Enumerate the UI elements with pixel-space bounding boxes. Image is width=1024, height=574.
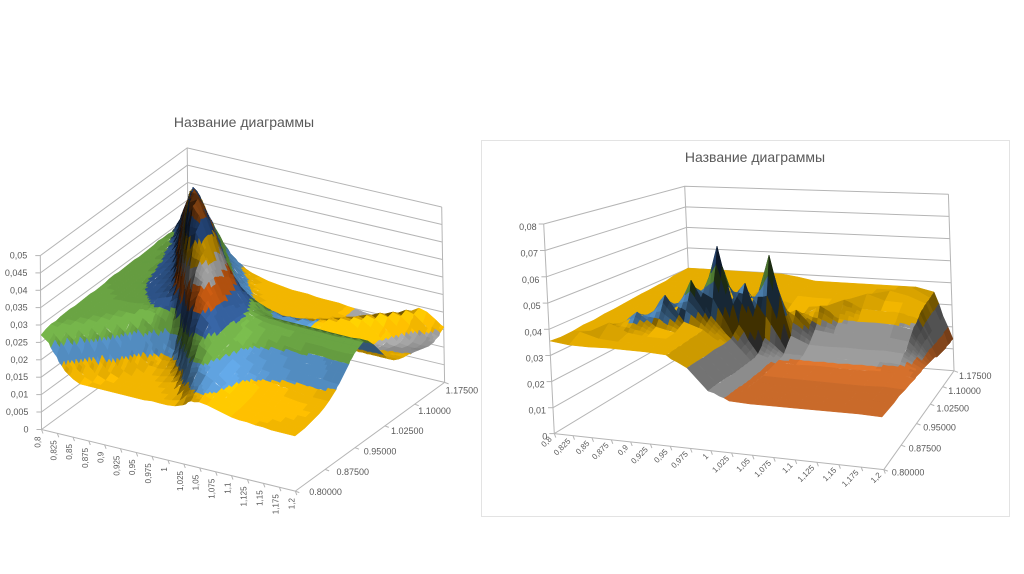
- svg-text:1,125: 1,125: [239, 486, 248, 507]
- svg-text:1.02500: 1.02500: [391, 426, 424, 436]
- svg-text:0,85: 0,85: [65, 444, 74, 460]
- svg-text:0,95: 0,95: [128, 459, 137, 475]
- svg-text:1: 1: [701, 451, 711, 461]
- svg-text:0.95000: 0.95000: [923, 422, 956, 432]
- svg-text:1,025: 1,025: [176, 470, 185, 491]
- svg-text:0.95000: 0.95000: [364, 447, 397, 457]
- svg-text:0,03: 0,03: [10, 320, 28, 330]
- svg-text:1,15: 1,15: [255, 490, 264, 506]
- svg-text:0.80000: 0.80000: [309, 487, 342, 497]
- svg-text:0,03: 0,03: [526, 354, 544, 364]
- svg-text:0,08: 0,08: [519, 222, 537, 232]
- svg-text:0.87500: 0.87500: [909, 444, 942, 454]
- svg-text:0,04: 0,04: [524, 327, 542, 337]
- svg-text:0,875: 0,875: [81, 447, 90, 468]
- svg-text:1,1: 1,1: [224, 482, 233, 494]
- svg-text:0,05: 0,05: [523, 301, 541, 311]
- svg-text:Название диаграммы: Название диаграммы: [685, 149, 825, 165]
- svg-text:0,045: 0,045: [5, 268, 28, 278]
- svg-text:0.80000: 0.80000: [892, 468, 925, 478]
- svg-text:0,04: 0,04: [10, 285, 28, 295]
- svg-text:0,925: 0,925: [112, 455, 121, 476]
- svg-text:1.10000: 1.10000: [418, 406, 451, 416]
- svg-text:0,005: 0,005: [6, 407, 29, 417]
- svg-text:0,8: 0,8: [34, 436, 43, 448]
- svg-text:0,01: 0,01: [528, 406, 546, 416]
- svg-text:0,975: 0,975: [144, 463, 153, 484]
- svg-text:0: 0: [542, 432, 547, 442]
- svg-text:0,01: 0,01: [11, 390, 29, 400]
- svg-text:0,015: 0,015: [6, 372, 29, 382]
- svg-text:0,07: 0,07: [520, 249, 538, 259]
- svg-text:0.87500: 0.87500: [337, 467, 370, 477]
- svg-text:Название диаграммы: Название диаграммы: [174, 114, 314, 130]
- svg-text:1,2: 1,2: [287, 498, 296, 510]
- svg-text:0,02: 0,02: [527, 380, 545, 390]
- svg-text:0,06: 0,06: [522, 275, 540, 285]
- svg-text:0,9: 0,9: [97, 451, 106, 463]
- svg-text:0: 0: [23, 425, 28, 435]
- svg-text:0,025: 0,025: [5, 337, 28, 347]
- svg-text:0,825: 0,825: [49, 440, 58, 461]
- svg-text:1.17500: 1.17500: [959, 371, 992, 381]
- svg-text:1: 1: [160, 467, 169, 472]
- svg-text:1.10000: 1.10000: [948, 386, 981, 396]
- svg-text:1.17500: 1.17500: [446, 385, 479, 395]
- svg-text:0,02: 0,02: [10, 355, 28, 365]
- svg-text:1,05: 1,05: [192, 474, 201, 490]
- svg-text:1,075: 1,075: [208, 478, 217, 499]
- svg-text:1.02500: 1.02500: [937, 403, 970, 413]
- svg-text:1,175: 1,175: [271, 494, 280, 515]
- svg-text:0,05: 0,05: [10, 251, 28, 261]
- svg-text:0,035: 0,035: [5, 303, 28, 313]
